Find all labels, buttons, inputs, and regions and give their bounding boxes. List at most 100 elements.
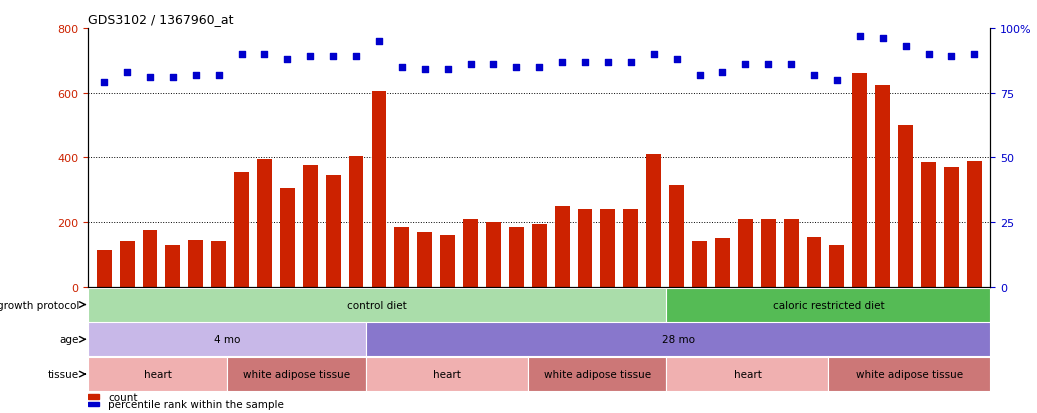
Bar [440, 235, 455, 287]
Bar [88, 394, 100, 399]
FancyBboxPatch shape [88, 323, 366, 356]
Bar [555, 206, 569, 287]
Point [622, 59, 639, 66]
Bar [142, 230, 158, 287]
Point [920, 52, 936, 58]
Point [874, 36, 891, 43]
Text: 28 mo: 28 mo [662, 335, 695, 344]
Text: control diet: control diet [347, 300, 408, 310]
FancyBboxPatch shape [667, 288, 990, 322]
Point [851, 33, 868, 40]
Bar [326, 176, 340, 287]
Bar [921, 163, 936, 287]
Bar [486, 223, 501, 287]
Text: heart: heart [432, 369, 460, 379]
Point [897, 44, 914, 50]
Bar [669, 185, 684, 287]
Bar [371, 92, 387, 287]
Text: 4 mo: 4 mo [214, 335, 241, 344]
Bar [623, 210, 639, 287]
Text: percentile rank within the sample: percentile rank within the sample [109, 399, 284, 409]
Bar [761, 219, 776, 287]
Point [256, 52, 273, 58]
FancyBboxPatch shape [366, 357, 528, 391]
FancyBboxPatch shape [88, 357, 227, 391]
FancyBboxPatch shape [227, 357, 366, 391]
Point [508, 64, 525, 71]
Bar [784, 219, 798, 287]
Text: tissue: tissue [48, 369, 79, 379]
Bar [944, 168, 959, 287]
Bar [166, 245, 180, 287]
Bar [875, 85, 890, 287]
Bar [898, 126, 913, 287]
Point [714, 69, 731, 76]
FancyBboxPatch shape [667, 357, 829, 391]
Text: growth protocol: growth protocol [0, 300, 79, 310]
Bar [714, 239, 730, 287]
Point [485, 62, 502, 68]
Bar [280, 189, 295, 287]
Text: heart: heart [733, 369, 761, 379]
Point [599, 59, 616, 66]
Point [119, 69, 136, 76]
Bar [119, 242, 135, 287]
Bar [464, 219, 478, 287]
Point [440, 67, 456, 74]
FancyBboxPatch shape [829, 357, 990, 391]
Text: white adipose tissue: white adipose tissue [543, 369, 650, 379]
Bar [234, 173, 249, 287]
Point [370, 38, 387, 45]
Text: count: count [109, 392, 138, 402]
Point [531, 64, 548, 71]
Bar [532, 224, 546, 287]
Bar [257, 159, 272, 287]
Bar [394, 227, 410, 287]
Point [417, 67, 433, 74]
Bar [600, 210, 615, 287]
Point [645, 52, 662, 58]
Bar [966, 161, 982, 287]
Point [95, 80, 112, 86]
Point [211, 72, 227, 78]
FancyBboxPatch shape [528, 357, 667, 391]
Bar [509, 227, 524, 287]
Text: white adipose tissue: white adipose tissue [856, 369, 963, 379]
Point [233, 52, 250, 58]
Bar [578, 210, 592, 287]
Point [142, 75, 159, 81]
Point [165, 75, 181, 81]
FancyBboxPatch shape [366, 323, 990, 356]
Point [577, 59, 593, 66]
Point [760, 62, 777, 68]
Text: caloric restricted diet: caloric restricted diet [773, 300, 885, 310]
Point [394, 64, 411, 71]
Point [692, 72, 708, 78]
Point [554, 59, 570, 66]
Bar [692, 242, 707, 287]
Bar [303, 166, 317, 287]
Bar [96, 250, 112, 287]
Point [463, 62, 479, 68]
Text: white adipose tissue: white adipose tissue [243, 369, 349, 379]
Point [966, 52, 983, 58]
Text: GDS3102 / 1367960_at: GDS3102 / 1367960_at [88, 13, 233, 26]
Bar [738, 219, 753, 287]
Bar [212, 242, 226, 287]
Point [943, 54, 959, 61]
Text: age: age [59, 335, 79, 344]
Point [302, 54, 318, 61]
FancyBboxPatch shape [88, 288, 667, 322]
Bar [88, 401, 100, 406]
Bar [646, 155, 662, 287]
Bar [417, 232, 432, 287]
Bar [852, 74, 867, 287]
Point [806, 72, 822, 78]
Point [829, 77, 845, 84]
Bar [830, 245, 844, 287]
Point [279, 57, 296, 63]
Point [188, 72, 204, 78]
Point [783, 62, 800, 68]
Point [347, 54, 364, 61]
Point [737, 62, 754, 68]
